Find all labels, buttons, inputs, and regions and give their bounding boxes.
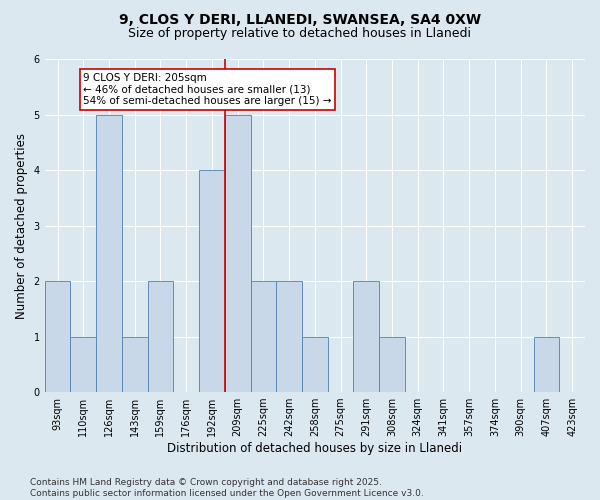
Bar xyxy=(199,170,225,392)
Bar xyxy=(276,281,302,392)
Text: 9 CLOS Y DERI: 205sqm
← 46% of detached houses are smaller (13)
54% of semi-deta: 9 CLOS Y DERI: 205sqm ← 46% of detached … xyxy=(83,73,332,106)
Text: 9, CLOS Y DERI, LLANEDI, SWANSEA, SA4 0XW: 9, CLOS Y DERI, LLANEDI, SWANSEA, SA4 0X… xyxy=(119,12,481,26)
Bar xyxy=(225,114,251,392)
Bar xyxy=(70,336,96,392)
Bar xyxy=(44,281,70,392)
Bar xyxy=(353,281,379,392)
Bar xyxy=(533,336,559,392)
X-axis label: Distribution of detached houses by size in Llanedi: Distribution of detached houses by size … xyxy=(167,442,463,455)
Bar xyxy=(148,281,173,392)
Bar xyxy=(302,336,328,392)
Text: Size of property relative to detached houses in Llanedi: Size of property relative to detached ho… xyxy=(128,28,472,40)
Text: Contains HM Land Registry data © Crown copyright and database right 2025.
Contai: Contains HM Land Registry data © Crown c… xyxy=(30,478,424,498)
Y-axis label: Number of detached properties: Number of detached properties xyxy=(15,132,28,318)
Bar xyxy=(379,336,405,392)
Bar xyxy=(96,114,122,392)
Bar xyxy=(122,336,148,392)
Bar xyxy=(251,281,276,392)
